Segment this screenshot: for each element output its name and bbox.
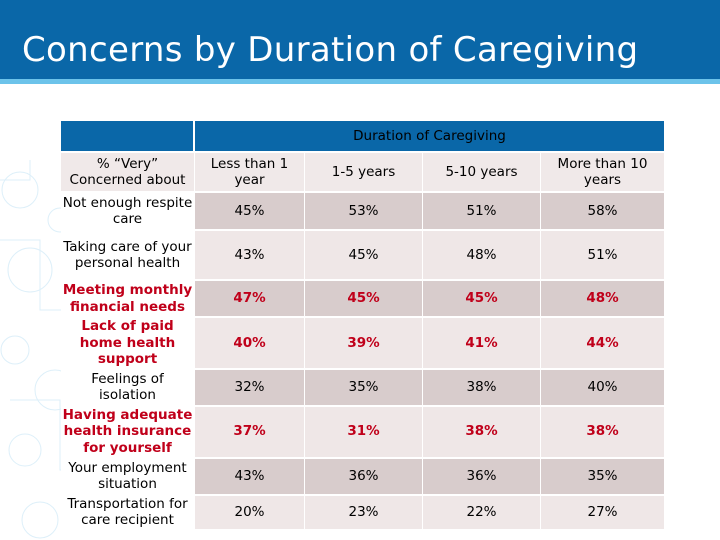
table-cell: 51% <box>423 193 541 231</box>
table-row: Taking care of your personal health 43% 45… <box>61 231 665 281</box>
table-cell: 35% <box>541 458 665 496</box>
table-cell: 45% <box>305 281 423 318</box>
table-cell: 48% <box>541 281 665 318</box>
row-label: Lack of paid home health support <box>61 318 195 370</box>
table-cell: 53% <box>305 193 423 231</box>
column-header: 1-5 years <box>305 153 423 193</box>
table-row: Your employment situation 43% 36% 36% 35% <box>61 458 665 496</box>
table-cell: 45% <box>195 193 305 231</box>
row-label: Meeting monthly financial needs <box>61 281 195 318</box>
row-label: Your employment situation <box>61 458 195 496</box>
table-cell: 40% <box>195 318 305 370</box>
table-cell: 39% <box>305 318 423 370</box>
column-header: More than 10 years <box>541 153 665 193</box>
caregiving-concerns-table: Duration of Caregiving % “Very” Concerne… <box>61 121 665 531</box>
table-row: Not enough respite care 45% 53% 51% 58% <box>61 193 665 231</box>
group-header-row: Duration of Caregiving <box>61 121 665 153</box>
table-cell: 43% <box>195 458 305 496</box>
title-accent-stripe <box>0 79 720 84</box>
table-cell: 41% <box>423 318 541 370</box>
table-cell: 38% <box>423 369 541 407</box>
row-label: Feelings of isolation <box>61 369 195 407</box>
table-cell: 37% <box>195 406 305 459</box>
table-cell: 45% <box>305 231 423 281</box>
table-row: Transportation for care recipient 20% 23% 2… <box>61 495 665 531</box>
column-header-row: % “Very” Concerned about Less than 1 yea… <box>61 153 665 193</box>
table-row: Feelings of isolation 32% 35% 38% 40% <box>61 369 665 407</box>
title-bar: Concerns by Duration of Caregiving <box>0 0 720 84</box>
row-header-label: % “Very” Concerned about <box>61 153 195 193</box>
table-cell: 27% <box>541 495 665 531</box>
table-row: Lack of paid home health support 40% 39% 41… <box>61 318 665 370</box>
row-label: Transportation for care recipient <box>61 495 195 531</box>
table-cell: 51% <box>541 231 665 281</box>
table-cell: 45% <box>423 281 541 318</box>
table-cell: 36% <box>423 458 541 496</box>
table-cell: 35% <box>305 369 423 407</box>
table-cell: 22% <box>423 495 541 531</box>
header-blank-cell <box>61 121 195 153</box>
table-cell: 58% <box>541 193 665 231</box>
column-header: Less than 1 year <box>195 153 305 193</box>
group-header: Duration of Caregiving <box>195 121 665 153</box>
table-row: Meeting monthly financial needs 47% 45% 45%… <box>61 281 665 318</box>
table-cell: 47% <box>195 281 305 318</box>
table-cell: 36% <box>305 458 423 496</box>
table-cell: 32% <box>195 369 305 407</box>
table-cell: 48% <box>423 231 541 281</box>
column-header: 5-10 years <box>423 153 541 193</box>
table-cell: 38% <box>541 406 665 459</box>
table-cell: 43% <box>195 231 305 281</box>
table-cell: 40% <box>541 369 665 407</box>
row-label: Not enough respite care <box>61 193 195 231</box>
table-cell: 44% <box>541 318 665 370</box>
table-cell: 20% <box>195 495 305 531</box>
table-row: Having adequate health insurance for you… <box>61 406 665 459</box>
row-label: Taking care of your personal health <box>61 231 195 281</box>
table-cell: 31% <box>305 406 423 459</box>
table-cell: 23% <box>305 495 423 531</box>
slide-title: Concerns by Duration of Caregiving <box>22 30 639 70</box>
table-cell: 38% <box>423 406 541 459</box>
row-label: Having adequate health insurance for you… <box>61 406 195 459</box>
